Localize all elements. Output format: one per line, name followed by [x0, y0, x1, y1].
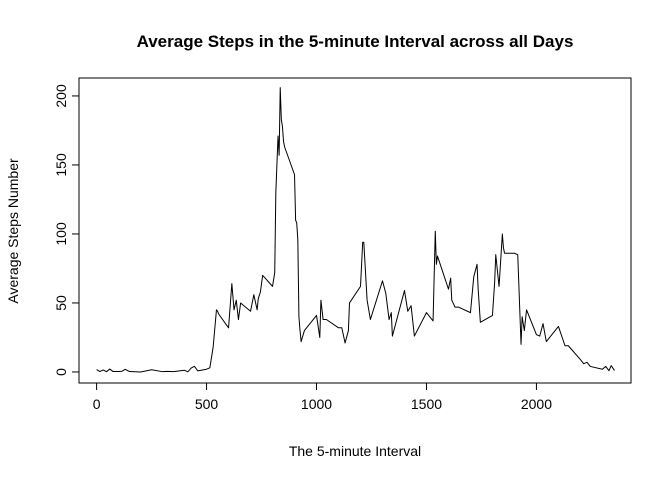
series-layer [96, 87, 615, 373]
y-axis: 0 50 100 150 200 [53, 84, 80, 376]
x-tick-label: 1500 [411, 396, 442, 412]
y-tick-label: 200 [53, 84, 69, 108]
y-axis-label: Average Steps Number [5, 158, 21, 304]
y-tick-label: 150 [53, 153, 69, 177]
plot-box [78, 77, 632, 384]
series-line [96, 87, 615, 373]
chart-title: Average Steps in the 5-minute Interval a… [137, 32, 574, 51]
y-tick-label: 100 [53, 222, 69, 246]
x-axis-label: The 5-minute Interval [289, 443, 421, 459]
y-tick-label: 0 [53, 368, 69, 376]
x-tick-label: 2000 [521, 396, 552, 412]
y-tick-label: 50 [53, 295, 69, 311]
x-axis: 0 500 1000 1500 2000 [93, 382, 552, 412]
x-tick-label: 500 [195, 396, 219, 412]
x-tick-label: 0 [93, 396, 101, 412]
x-tick-label: 1000 [301, 396, 332, 412]
